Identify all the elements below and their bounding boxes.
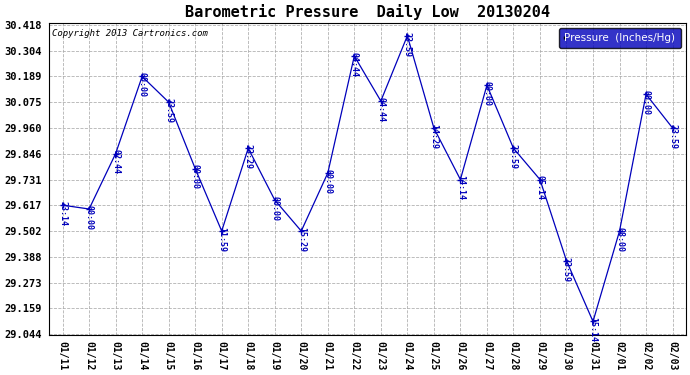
Text: 00:00: 00:00 <box>85 205 94 230</box>
Text: 00:00: 00:00 <box>482 81 491 106</box>
Text: 23:59: 23:59 <box>164 98 173 123</box>
Text: 00:00: 00:00 <box>642 90 651 115</box>
Text: 04:44: 04:44 <box>350 52 359 77</box>
Text: 05:14: 05:14 <box>535 176 544 200</box>
Title: Barometric Pressure  Daily Low  20130204: Barometric Pressure Daily Low 20130204 <box>185 4 550 20</box>
Legend: Pressure  (Inches/Hg): Pressure (Inches/Hg) <box>559 28 680 48</box>
Text: 23:59: 23:59 <box>509 144 518 169</box>
Text: 14:29: 14:29 <box>429 124 438 149</box>
Text: Copyright 2013 Cartronics.com: Copyright 2013 Cartronics.com <box>52 29 208 38</box>
Text: 14:14: 14:14 <box>456 176 465 200</box>
Text: 15:29: 15:29 <box>297 227 306 252</box>
Text: 23:14: 23:14 <box>58 201 67 226</box>
Text: 00:00: 00:00 <box>270 196 279 221</box>
Text: 15:14: 15:14 <box>589 317 598 342</box>
Text: 23:29: 23:29 <box>244 144 253 169</box>
Text: 04:44: 04:44 <box>376 97 385 122</box>
Text: 23:59: 23:59 <box>562 256 571 282</box>
Text: 23:59: 23:59 <box>403 32 412 57</box>
Text: 00:00: 00:00 <box>137 72 147 98</box>
Text: 00:00: 00:00 <box>190 164 199 189</box>
Text: 02:44: 02:44 <box>111 150 120 174</box>
Text: 11:59: 11:59 <box>217 227 226 252</box>
Text: 08:00: 08:00 <box>615 227 624 252</box>
Text: 23:59: 23:59 <box>668 124 677 149</box>
Text: 00:00: 00:00 <box>324 169 333 194</box>
